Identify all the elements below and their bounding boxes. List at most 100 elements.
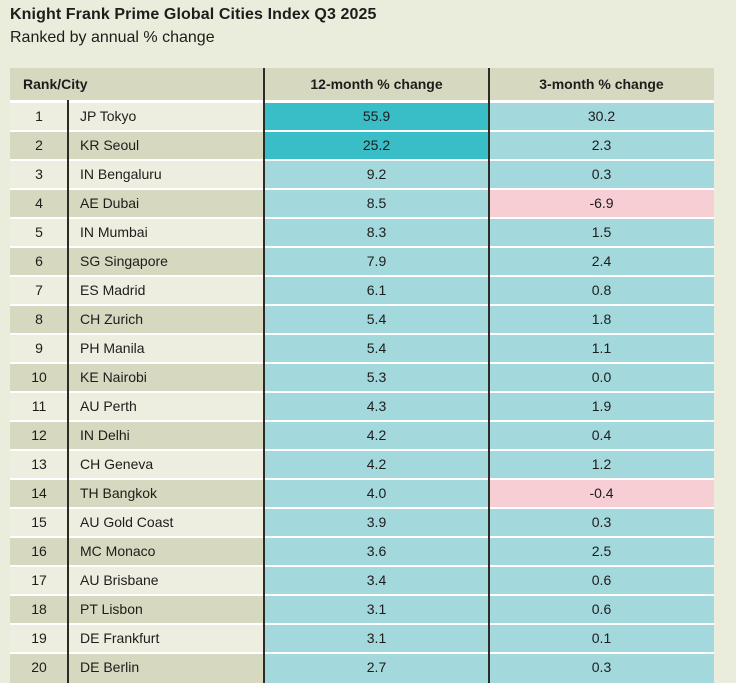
city-cell: PH Manila [68,335,264,362]
rank-cell: 18 [10,596,68,623]
city-cell: KE Nairobi [68,364,264,391]
column-header-12-month: 12-month % change [310,76,443,92]
table-row: 11 AU Perth 4.3 1.9 [10,393,714,420]
table-row: 13 CH Geneva 4.2 1.2 [10,451,714,478]
table-row: 2 KR Seoul 25.2 2.3 [10,132,714,159]
table-row: 18 PT Lisbon 3.1 0.6 [10,596,714,623]
city-cell: MC Monaco [68,538,264,565]
value-3-month-cell: 1.8 [489,306,714,333]
rank-cell: 20 [10,654,68,683]
value-12-month-cell: 55.9 [264,103,489,130]
city-cell: AE Dubai [68,190,264,217]
value-12-month-cell: 25.2 [264,132,489,159]
table-row: 20 DE Berlin 2.7 0.3 [10,654,714,683]
city-cell: DE Berlin [68,654,264,683]
value-12-month-cell: 4.3 [264,393,489,420]
value-12-month-cell: 5.3 [264,364,489,391]
value-3-month-cell: 1.9 [489,393,714,420]
value-12-month-cell: 3.6 [264,538,489,565]
table-body: 1 JP Tokyo 55.9 30.2 2 KR Seoul 25.2 2.3 3 IN Ben… [10,103,714,683]
table-row: 15 AU Gold Coast 3.9 0.3 [10,509,714,536]
city-cell: AU Brisbane [68,567,264,594]
rank-cell: 19 [10,625,68,652]
city-cell: ES Madrid [68,277,264,304]
table-row: 8 CH Zurich 5.4 1.8 [10,306,714,333]
cities-index-table: Rank/City 12-month % change 3-month % ch… [10,68,714,683]
rank-cell: 11 [10,393,68,420]
value-12-month-cell: 3.4 [264,567,489,594]
city-cell: CH Geneva [68,451,264,478]
value-3-month-cell: -0.4 [489,480,714,507]
column-header-rank-city: Rank/City [23,76,88,92]
table-row: 17 AU Brisbane 3.4 0.6 [10,567,714,594]
rank-cell: 3 [10,161,68,188]
city-cell: CH Zurich [68,306,264,333]
value-12-month-cell: 3.1 [264,596,489,623]
city-cell: DE Frankfurt [68,625,264,652]
value-3-month-cell: 2.3 [489,132,714,159]
value-3-month-cell: 0.1 [489,625,714,652]
rank-cell: 13 [10,451,68,478]
value-3-month-cell: 0.3 [489,654,714,683]
divider-rank-city [67,100,69,683]
city-cell: JP Tokyo [68,103,264,130]
rank-cell: 6 [10,248,68,275]
city-cell: AU Gold Coast [68,509,264,536]
value-3-month-cell: 0.0 [489,364,714,391]
table-row: 5 IN Mumbai 8.3 1.5 [10,219,714,246]
city-cell: IN Mumbai [68,219,264,246]
city-cell: IN Bengaluru [68,161,264,188]
rank-cell: 15 [10,509,68,536]
divider-12-month-column [263,68,265,683]
rank-cell: 10 [10,364,68,391]
rank-cell: 16 [10,538,68,565]
value-3-month-cell: -6.9 [489,190,714,217]
value-3-month-cell: 1.2 [489,451,714,478]
rank-cell: 17 [10,567,68,594]
table-row: 9 PH Manila 5.4 1.1 [10,335,714,362]
value-12-month-cell: 9.2 [264,161,489,188]
city-cell: AU Perth [68,393,264,420]
rank-cell: 8 [10,306,68,333]
table-row: 7 ES Madrid 6.1 0.8 [10,277,714,304]
value-12-month-cell: 5.4 [264,306,489,333]
city-cell: TH Bangkok [68,480,264,507]
value-12-month-cell: 7.9 [264,248,489,275]
value-12-month-cell: 8.3 [264,219,489,246]
value-3-month-cell: 2.5 [489,538,714,565]
value-12-month-cell: 8.5 [264,190,489,217]
rank-cell: 7 [10,277,68,304]
value-12-month-cell: 4.0 [264,480,489,507]
value-3-month-cell: 30.2 [489,103,714,130]
rank-cell: 1 [10,103,68,130]
table-row: 3 IN Bengaluru 9.2 0.3 [10,161,714,188]
value-12-month-cell: 2.7 [264,654,489,683]
value-12-month-cell: 4.2 [264,451,489,478]
table-header-row: Rank/City 12-month % change 3-month % ch… [10,68,714,100]
table-row: 4 AE Dubai 8.5 -6.9 [10,190,714,217]
value-12-month-cell: 3.9 [264,509,489,536]
value-3-month-cell: 0.4 [489,422,714,449]
table-row: 6 SG Singapore 7.9 2.4 [10,248,714,275]
table-row: 10 KE Nairobi 5.3 0.0 [10,364,714,391]
city-cell: KR Seoul [68,132,264,159]
rank-cell: 4 [10,190,68,217]
value-12-month-cell: 3.1 [264,625,489,652]
value-3-month-cell: 0.6 [489,567,714,594]
value-3-month-cell: 0.3 [489,161,714,188]
rank-cell: 2 [10,132,68,159]
table-row: 19 DE Frankfurt 3.1 0.1 [10,625,714,652]
table-row: 1 JP Tokyo 55.9 30.2 [10,103,714,130]
divider-3-month-column [488,68,490,683]
value-12-month-cell: 5.4 [264,335,489,362]
page-subtitle: Ranked by annual % change [10,29,215,46]
value-3-month-cell: 1.5 [489,219,714,246]
value-12-month-cell: 6.1 [264,277,489,304]
value-12-month-cell: 4.2 [264,422,489,449]
rank-cell: 9 [10,335,68,362]
value-3-month-cell: 1.1 [489,335,714,362]
value-3-month-cell: 2.4 [489,248,714,275]
value-3-month-cell: 0.8 [489,277,714,304]
rank-cell: 12 [10,422,68,449]
